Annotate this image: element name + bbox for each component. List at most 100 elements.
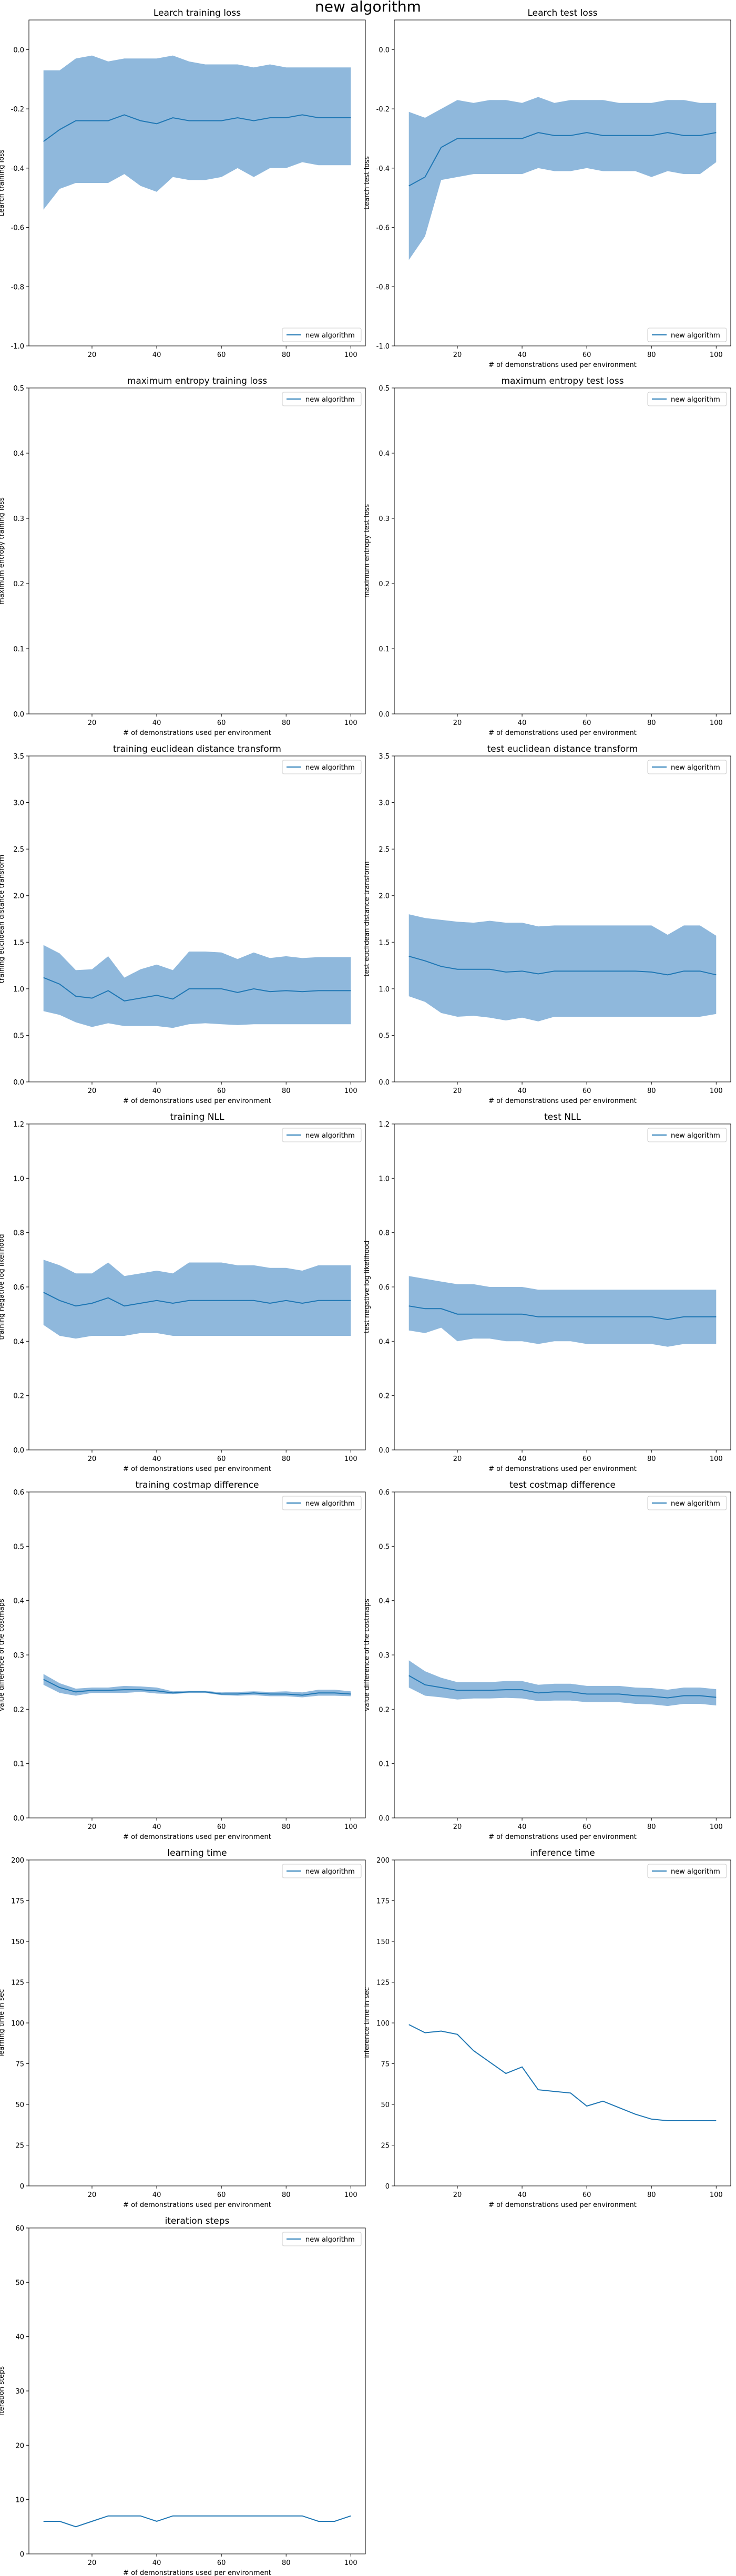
chart-9: training costmap difference 0.0 0.1 0.2 0.3 0… [0, 1480, 366, 1841]
y-tick-label: -1.0 [376, 343, 390, 351]
legend-label: new algorithm [305, 332, 355, 340]
legend-box [282, 1864, 362, 1878]
plot-frame [28, 1491, 366, 1818]
y-axis-label: training negative log likelihood [0, 1234, 6, 1340]
series-1-std-band [408, 1660, 717, 1706]
plot-frame [28, 2227, 366, 2554]
y-tick-label: 0.3 [13, 1652, 24, 1660]
y-tick-label: 0.6 [13, 1489, 24, 1497]
chart-4: maximum entropy test loss 0.0 0.1 0.2 0.3 0.4… [363, 376, 731, 737]
x-tick-label: 60 [582, 719, 591, 727]
chart-7: training NLL 0.0 0.2 0.4 0.6 0.8 1.0 1.2 20 40 60 8… [0, 1112, 366, 1473]
x-tick-label: 40 [518, 1087, 527, 1095]
y-tick-label: 3.0 [379, 800, 390, 807]
series-1-std-band [43, 55, 351, 210]
x-tick-label: 20 [88, 1455, 97, 1463]
x-axis-label: # of demonstrations used per environment [123, 1097, 271, 1105]
y-tick-label: 10 [15, 2497, 24, 2505]
x-axis-label: # of demonstrations used per environment [123, 2201, 271, 2209]
y-axis-label: value difference of the costmaps [363, 1599, 371, 1711]
y-tick-label: 50 [15, 2101, 24, 2109]
y-tick-label: 2.0 [379, 893, 390, 901]
y-tick-label: 200 [376, 1857, 390, 1865]
x-tick-label: 100 [710, 351, 723, 359]
series-1-mean-line [408, 132, 717, 187]
y-tick-label: 1.5 [13, 939, 24, 947]
y-tick-label: 3.0 [13, 800, 24, 807]
y-tick-label: 0.5 [379, 385, 390, 393]
x-tick-label: 40 [518, 1823, 527, 1831]
x-tick-label: 60 [217, 1823, 226, 1831]
legend-label: new algorithm [305, 1500, 355, 1508]
y-tick-label: 0.6 [379, 1489, 390, 1497]
y-tick-label: 0.5 [13, 1032, 24, 1040]
series-1-mean-line [43, 1679, 351, 1696]
series-1-mean-line [408, 1305, 717, 1321]
plot-frame [394, 19, 731, 346]
plot-area [43, 945, 351, 1028]
chart-10: test costmap difference 0.0 0.1 0.2 0.3 0.4 0.… [363, 1480, 731, 1841]
series-1-mean-line [43, 1292, 351, 1307]
chart-5: training euclidean distance transform 0.0… [0, 744, 366, 1105]
y-tick-label: 2.5 [13, 846, 24, 854]
x-tick-label: 40 [518, 719, 527, 727]
plot-frame [28, 387, 366, 714]
chart-title: test NLL [544, 1112, 581, 1122]
x-axis-label: # of demonstrations used per environment [123, 1833, 271, 1841]
y-tick-label: 20 [15, 2442, 24, 2450]
x-tick-label: 60 [582, 2191, 591, 2199]
x-tick-label: 20 [88, 1087, 97, 1095]
x-tick-label: 20 [453, 1087, 462, 1095]
x-tick-label: 80 [282, 351, 291, 359]
y-tick-label: 0.5 [379, 1032, 390, 1040]
y-tick-label: 30 [15, 2388, 24, 2396]
series-1-std-band [408, 1276, 717, 1347]
legend-box [647, 1496, 727, 1510]
y-tick-label: 0.0 [379, 1079, 390, 1087]
y-tick-label: 0.0 [379, 1447, 390, 1455]
x-tick-label: 20 [88, 2191, 97, 2199]
x-axis-label: # of demonstrations used per environment [488, 1097, 637, 1105]
legend: new algorithm [647, 328, 727, 342]
y-tick-label: 0.4 [379, 1598, 390, 1606]
x-axis-label: # of demonstrations used per environment [488, 2201, 637, 2209]
y-tick-label: 0.2 [379, 580, 390, 588]
x-tick-label: 60 [582, 1823, 591, 1831]
y-tick-label: 0.3 [379, 1652, 390, 1660]
plot-area [43, 1674, 351, 1698]
chart-1: Learch training loss -1.0 -0.8 -0.6 -0.4 -0.2… [0, 8, 366, 359]
series-1-std-band [408, 914, 717, 1021]
y-tick-label: 0 [20, 2183, 24, 2191]
x-tick-label: 40 [152, 351, 161, 359]
y-axis-label: inference time in sec [363, 1987, 371, 2059]
y-tick-label: -0.8 [11, 283, 24, 291]
y-tick-label: 50 [15, 2279, 24, 2287]
y-tick-label: 0.0 [379, 711, 390, 719]
legend-box [647, 1864, 727, 1878]
y-tick-label: 0.2 [13, 1393, 24, 1401]
x-tick-label: 100 [710, 719, 723, 727]
legend-box [647, 1128, 727, 1142]
y-tick-label: 0.8 [379, 1230, 390, 1238]
x-tick-label: 60 [217, 2559, 226, 2567]
x-tick-label: 40 [518, 351, 527, 359]
y-tick-label: 0.4 [13, 450, 24, 458]
plot-frame [28, 19, 366, 346]
y-tick-label: -0.6 [11, 224, 24, 232]
y-tick-label: 40 [15, 2334, 24, 2342]
y-tick-label: 0.4 [13, 1338, 24, 1346]
x-axis-label: # of demonstrations used per environment [488, 1465, 637, 1473]
y-tick-label: 100 [11, 2020, 24, 2028]
y-tick-label: 0.6 [379, 1284, 390, 1292]
y-tick-label: 50 [381, 2101, 390, 2109]
y-axis-label: Learch test loss [363, 156, 371, 210]
y-tick-label: 0.0 [13, 1079, 24, 1087]
y-tick-label: 3.5 [13, 753, 24, 761]
y-tick-label: 3.5 [379, 753, 390, 761]
y-tick-label: -0.4 [11, 165, 24, 173]
legend-box [647, 328, 727, 342]
x-tick-label: 100 [344, 1823, 357, 1831]
y-tick-label: 2.0 [13, 893, 24, 901]
legend-label: new algorithm [671, 1500, 720, 1508]
